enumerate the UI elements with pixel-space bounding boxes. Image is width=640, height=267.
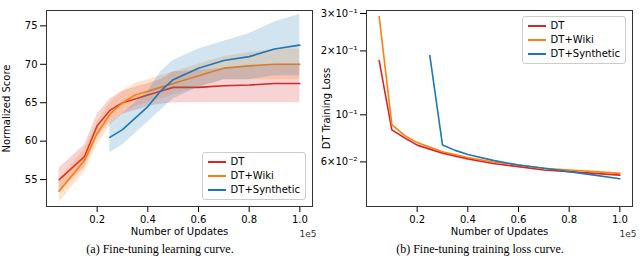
svg-text:0.4: 0.4 — [460, 214, 476, 225]
html-text:(b) Fine-tuning training loss: (b) Fine-tuning training loss curve. — [396, 242, 564, 256]
svg-text:1e5: 1e5 — [300, 229, 317, 239]
svg-text:60: 60 — [25, 135, 38, 146]
html-text:DT: DT — [550, 20, 565, 31]
svg-text:0.2: 0.2 — [89, 214, 105, 225]
svg-text:0.4: 0.4 — [140, 214, 156, 225]
svg-text:6×10⁻²: 6×10⁻² — [321, 156, 358, 167]
svg-text:1.0: 1.0 — [612, 214, 628, 225]
svg-text:10⁻¹: 10⁻¹ — [335, 109, 357, 120]
html-text:DT+Synthetic: DT+Synthetic — [550, 48, 620, 59]
svg-text:1.0: 1.0 — [292, 214, 308, 225]
svg-text:Normalized Score: Normalized Score — [1, 65, 12, 153]
svg-text:0.2: 0.2 — [409, 214, 425, 225]
svg-text:0.8: 0.8 — [561, 214, 577, 225]
html-text:DT+Wiki: DT+Wiki — [230, 170, 274, 181]
svg-text:Number of Updates: Number of Updates — [131, 226, 229, 237]
svg-text:0.6: 0.6 — [511, 214, 527, 225]
svg-text:3×10⁻¹: 3×10⁻¹ — [321, 8, 358, 19]
svg-text:55: 55 — [25, 174, 38, 185]
html-text:DT+Synthetic: DT+Synthetic — [230, 184, 300, 195]
html-text:DT+Wiki: DT+Wiki — [550, 34, 594, 45]
svg-text:75: 75 — [25, 20, 38, 31]
svg-text:DT Training Loss: DT Training Loss — [321, 68, 332, 150]
svg-text:0.6: 0.6 — [191, 214, 207, 225]
html-text:(a) Fine-tuning learning curve: (a) Fine-tuning learning curve. — [86, 242, 234, 256]
svg-text:1e5: 1e5 — [620, 229, 637, 239]
svg-text:70: 70 — [25, 59, 38, 70]
svg-text:Number of Updates: Number of Updates — [451, 226, 549, 237]
svg-text:2×10⁻¹: 2×10⁻¹ — [321, 45, 358, 56]
svg-text:0.8: 0.8 — [241, 214, 257, 225]
html-text:DT: DT — [230, 156, 245, 167]
svg-text:65: 65 — [25, 97, 38, 108]
